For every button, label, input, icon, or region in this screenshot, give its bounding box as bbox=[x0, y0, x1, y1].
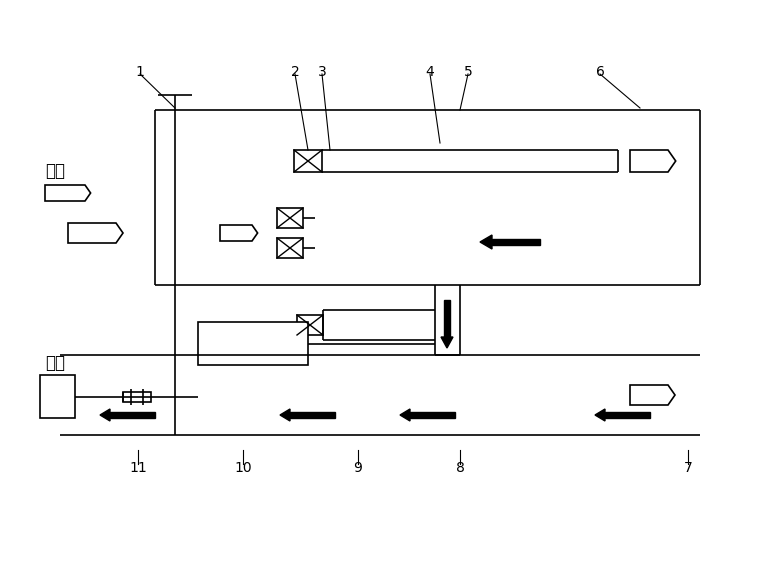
Polygon shape bbox=[280, 409, 290, 421]
Polygon shape bbox=[441, 337, 453, 348]
Polygon shape bbox=[630, 385, 675, 405]
Polygon shape bbox=[220, 225, 258, 241]
Polygon shape bbox=[45, 185, 90, 201]
Polygon shape bbox=[100, 409, 110, 421]
Polygon shape bbox=[68, 223, 123, 243]
Text: 1: 1 bbox=[135, 65, 144, 79]
Bar bbox=[277, 238, 303, 258]
Text: 11: 11 bbox=[129, 461, 147, 475]
Polygon shape bbox=[400, 409, 410, 421]
Text: 5: 5 bbox=[464, 65, 473, 79]
Bar bbox=[40, 375, 75, 418]
Polygon shape bbox=[595, 409, 605, 421]
Text: 8: 8 bbox=[455, 461, 464, 475]
Text: 2: 2 bbox=[290, 65, 299, 79]
Polygon shape bbox=[290, 412, 335, 418]
Text: 3: 3 bbox=[318, 65, 326, 79]
Text: 平导: 平导 bbox=[45, 354, 65, 372]
Text: 6: 6 bbox=[596, 65, 604, 79]
Polygon shape bbox=[480, 235, 492, 249]
Text: 9: 9 bbox=[353, 461, 363, 475]
Polygon shape bbox=[630, 150, 676, 172]
Polygon shape bbox=[410, 412, 455, 418]
Bar bbox=[122, 392, 150, 401]
Polygon shape bbox=[110, 412, 155, 418]
Bar bbox=[294, 150, 322, 172]
Text: 主洞: 主洞 bbox=[45, 162, 65, 180]
Bar bbox=[198, 322, 308, 365]
Text: 7: 7 bbox=[684, 461, 692, 475]
Bar bbox=[297, 315, 323, 335]
Bar bbox=[277, 208, 303, 228]
Polygon shape bbox=[605, 412, 650, 418]
Polygon shape bbox=[445, 300, 450, 337]
Text: 4: 4 bbox=[426, 65, 435, 79]
Text: 10: 10 bbox=[234, 461, 252, 475]
Polygon shape bbox=[492, 239, 540, 245]
